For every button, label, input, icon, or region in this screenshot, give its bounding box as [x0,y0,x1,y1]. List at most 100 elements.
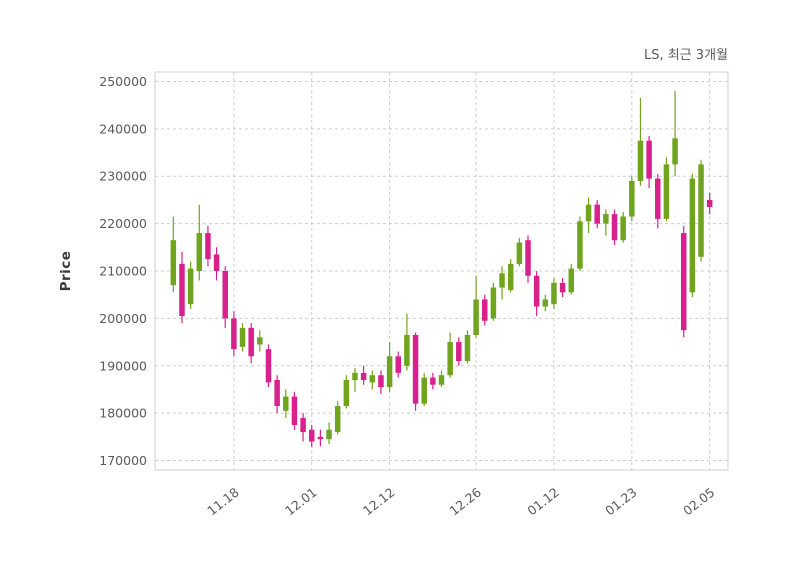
candle-body [499,273,505,288]
candle [585,197,592,234]
candle-body [222,271,228,319]
candle-body [551,282,557,305]
candle [507,259,514,293]
candle-body [352,372,358,380]
candle [456,337,462,366]
candle-body [525,240,531,276]
candle [283,389,289,418]
candle-body [603,214,609,224]
candle-body [283,396,289,411]
candle-body [205,233,211,260]
candle [248,323,254,364]
candle-body [395,356,401,373]
candle-body [456,342,462,362]
candle-body [585,204,592,222]
candle-body [663,164,670,219]
candle [551,278,557,309]
candle [637,98,644,186]
candle [525,235,531,283]
candle [205,225,211,267]
candle-body [378,375,384,388]
candle [611,209,618,245]
candle [334,401,341,435]
candle [655,173,661,229]
candle [395,351,401,378]
candle [291,391,298,430]
candle-body [568,268,575,293]
y-tick-label: 170000 [99,453,147,468]
candle-body [300,417,306,433]
candle-body [360,372,367,380]
candle-body [611,214,618,241]
y-tick-label: 200000 [99,311,147,326]
candle [308,424,315,448]
candle [663,157,670,222]
candle [300,413,306,442]
candle-body [265,349,272,383]
candle [274,375,280,414]
candle-body [629,180,635,217]
candle [257,330,263,352]
x-tick-label: 01.12 [524,485,561,519]
candle [482,294,488,326]
candle-body [672,138,678,165]
candle-body [317,436,324,440]
candle-body [334,406,341,433]
y-tick-label: 240000 [99,121,147,136]
chart-title: LS, 최근 3개월 [643,48,728,63]
candle [499,266,505,300]
candle [542,294,549,312]
candle-body [187,268,194,305]
candle-body [257,337,263,345]
candle [265,344,272,388]
candle-body [507,263,514,290]
candle-body [386,356,393,388]
candle [187,261,194,309]
candle [473,275,479,338]
candle-body [239,327,246,347]
candle [213,247,220,281]
candle [326,422,332,444]
candle [447,332,453,378]
candle [680,225,687,338]
y-tick-label: 250000 [99,74,147,89]
candle-body [412,334,419,404]
candle-body [438,375,445,385]
candle-body [706,199,713,208]
candle [490,282,497,321]
candle-body [447,342,453,376]
candle [412,332,419,411]
candle-body [464,334,471,362]
y-tick-label: 220000 [99,216,147,231]
candle [231,311,237,357]
candle-body [646,140,652,179]
candle [577,216,583,271]
candle [689,173,696,298]
candle-body [482,299,488,321]
candle [352,368,358,392]
candle [222,266,228,328]
candle [386,342,393,392]
candle [170,216,177,293]
candle [672,90,678,177]
candle [369,370,376,390]
candle-body [577,221,583,269]
candle [646,135,652,189]
candle [629,176,635,222]
candle [404,313,410,371]
x-tick-label: 12.01 [282,485,319,519]
candle-body [179,263,185,317]
candle-body [430,377,436,385]
candle [464,330,471,364]
candle [706,192,713,215]
x-tick-label: 02.05 [680,485,717,519]
candle-body [326,429,332,440]
candle [378,370,384,395]
candle-body [542,299,549,307]
candle [568,263,575,295]
candle [430,372,436,390]
candle-body [689,178,696,293]
candle-body [248,327,254,357]
candle-body [559,282,566,293]
